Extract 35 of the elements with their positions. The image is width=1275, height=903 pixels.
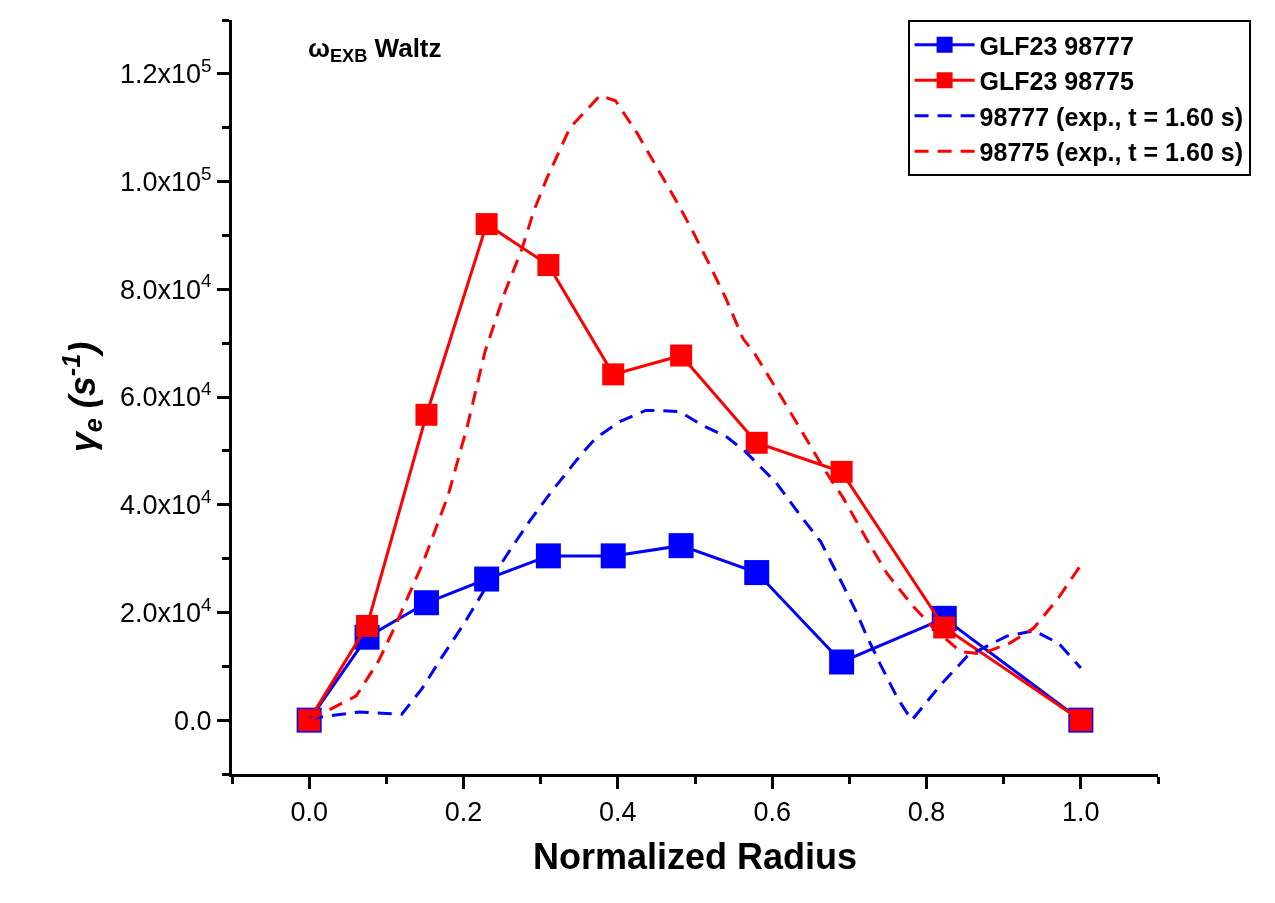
y-tick-label: 8.0x10$^{4}$ (120, 270, 212, 305)
point (670, 344, 693, 367)
point (602, 363, 625, 386)
point (829, 649, 855, 675)
point (474, 566, 500, 592)
x-tick-label: 0.0 (290, 797, 328, 828)
point (413, 590, 439, 616)
point (475, 213, 498, 236)
point (668, 533, 694, 559)
legend-label: 98777 (exp., t = 1.60 s) (979, 102, 1243, 131)
point (933, 616, 956, 639)
point (415, 403, 438, 426)
point (535, 543, 561, 569)
x-tick-label: 1.0 (1062, 797, 1100, 828)
text: ω$_{EXB}$ Waltz (308, 33, 442, 67)
point (356, 614, 379, 637)
point (600, 543, 626, 569)
y-tick-label: 0.0 (174, 705, 212, 736)
y-tick-label: 2.0x10$^{4}$ (120, 593, 212, 628)
x-tick-label: 0.8 (907, 797, 946, 828)
x-tick-label: 0.4 (599, 797, 637, 828)
legend-label: GLF23 98775 (979, 67, 1134, 95)
y-tick-label: 6.0x10$^{4}$ (120, 378, 212, 413)
point (744, 560, 770, 586)
legend-label: GLF23 98777 (979, 31, 1134, 60)
x-tick-label: 0.6 (753, 797, 791, 828)
y-tick-label: 1.0x10$^{5}$ (120, 162, 212, 198)
legend-label: 98775 (exp., t = 1.60 s) (979, 138, 1243, 166)
point (745, 431, 768, 454)
x-tick-label: 0.2 (444, 797, 483, 828)
point (830, 460, 853, 483)
x-axis-title: Normalized Radius (532, 836, 858, 878)
y-tick-label: 1.2x10$^{5}$ (120, 54, 212, 90)
y-tick-label: 4.0x10$^{4}$ (120, 485, 212, 521)
point (537, 254, 560, 277)
